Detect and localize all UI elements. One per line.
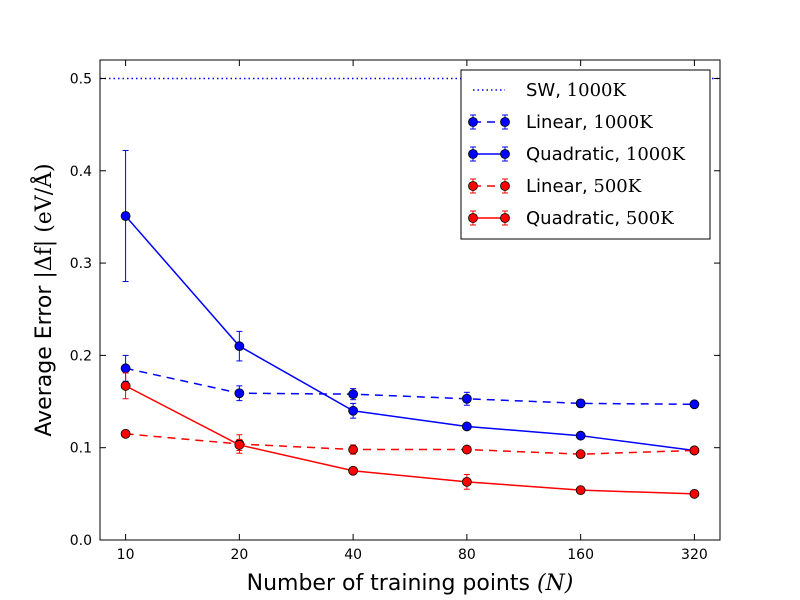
axis-ticks: 0.0 0.1 0.2 0.3 0.4 0.5 10 20 40 80 160 320 — [70, 60, 720, 563]
series-line-4 — [125, 385, 695, 495]
legend-entry: Quadratic, 500K — [468, 208, 674, 229]
data-point — [575, 398, 586, 409]
x-tick-label: 20 — [230, 547, 248, 563]
data-point — [575, 449, 586, 460]
legend-entry: Quadratic, 1000K — [468, 144, 686, 165]
series-line-2 — [125, 215, 695, 452]
x-axis-title: Number of training points (N) — [247, 571, 574, 596]
legend-marker — [468, 117, 478, 127]
legend-label-temperature: 500K — [626, 208, 674, 229]
y-tick-label: 0.0 — [70, 533, 92, 549]
legend-entry: SW, 1000K — [473, 80, 626, 101]
legend-marker — [500, 149, 510, 159]
data-point — [120, 211, 131, 221]
data-point — [120, 380, 131, 391]
data-point — [348, 389, 359, 400]
y-tick-label: 0.5 — [70, 71, 92, 87]
x-tick-label: 320 — [681, 547, 708, 563]
legend-entry: Linear, 1000K — [468, 112, 653, 133]
x-tick-label: 10 — [117, 547, 135, 563]
legend-entry: Linear, 500K — [468, 176, 642, 197]
legend-marker — [468, 213, 478, 223]
y-tick-label: 0.4 — [70, 164, 92, 180]
x-tick-label: 160 — [567, 547, 594, 563]
legend-label-name: Linear, — [526, 176, 593, 197]
legend-marker — [500, 117, 510, 127]
legend-label-temperature: 500K — [593, 176, 641, 197]
legend-marker — [468, 181, 478, 191]
legend-label-name: Linear, — [526, 112, 593, 133]
data-point — [461, 444, 472, 455]
data-point — [461, 476, 472, 487]
data-point — [234, 388, 245, 399]
legend-marker — [500, 213, 510, 223]
data-point — [575, 485, 586, 496]
series-line-3 — [125, 433, 695, 455]
series-line-1 — [125, 367, 695, 406]
legend-label-name: Quadratic, — [526, 208, 626, 229]
data-point — [689, 488, 700, 499]
legend-marker — [468, 149, 478, 159]
y-tick-label: 0.1 — [70, 441, 92, 457]
x-tick-label: 40 — [344, 547, 362, 563]
data-point — [689, 445, 700, 456]
legend-label: Quadratic, 500K — [526, 208, 674, 229]
legend-label-temperature: 1000K — [626, 144, 686, 165]
legend-label: Quadratic, 1000K — [526, 144, 686, 165]
legend-label-temperature: 1000K — [593, 112, 653, 133]
axes-frame — [99, 59, 721, 541]
data-point — [575, 430, 586, 441]
legend-label-name: Quadratic, — [526, 144, 626, 165]
data-point — [461, 393, 472, 404]
legend-label: Linear, 1000K — [526, 112, 653, 133]
y-axis-title: Average Error |Δf| (eV/Å) — [29, 163, 57, 436]
legend-label-name: SW, — [526, 80, 567, 101]
data-point — [234, 440, 245, 450]
x-tick-label: 80 — [458, 547, 476, 563]
data-point — [120, 363, 131, 374]
legend-label: SW, 1000K — [526, 80, 626, 101]
data-point — [348, 465, 359, 476]
data-point — [348, 405, 359, 416]
data-point — [234, 341, 245, 352]
data-point — [348, 444, 359, 455]
legend-label-temperature: 1000K — [567, 80, 627, 101]
legend-marker — [500, 181, 510, 191]
data-point — [689, 399, 700, 410]
legend-label: Linear, 500K — [526, 176, 642, 197]
plot-area — [100, 77, 720, 499]
y-tick-label: 0.2 — [70, 348, 92, 364]
data-point — [120, 428, 131, 439]
data-point — [461, 421, 472, 432]
y-tick-label: 0.3 — [70, 256, 92, 272]
